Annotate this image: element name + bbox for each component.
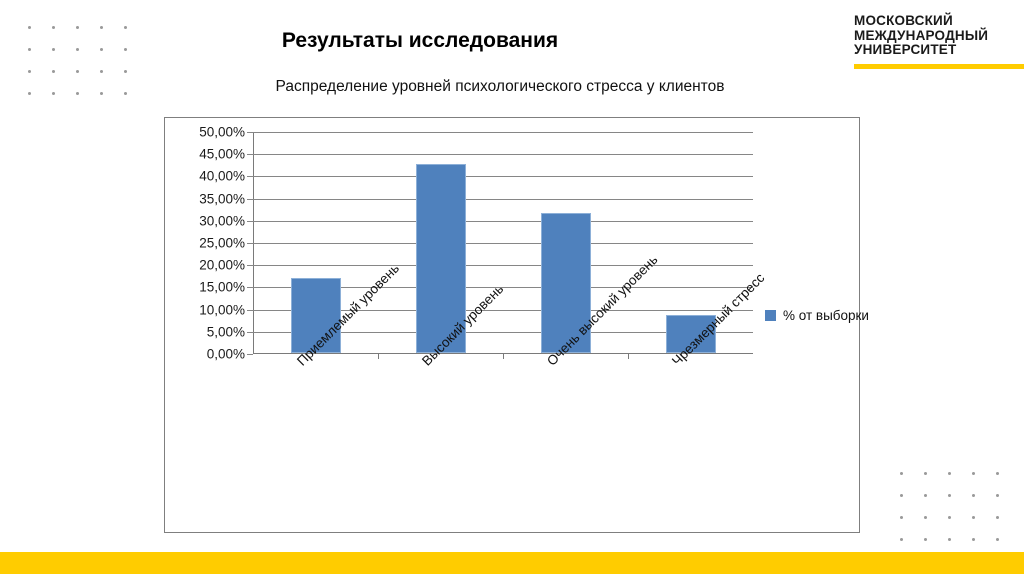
- gridline: [253, 154, 753, 156]
- y-axis-tick-mark: [247, 265, 253, 267]
- decorative-dot: [996, 472, 999, 475]
- decorative-dot: [28, 70, 31, 73]
- y-axis-tick-label: 5,00%: [206, 324, 245, 340]
- logo-line-2: МЕЖДУНАРОДНЫЙ: [854, 27, 989, 43]
- bottom-accent-bar: [0, 552, 1024, 574]
- chart-container: 0,00% 5,00% 10,00% 15,00% 20,00% 25,00% 30,00%…: [164, 117, 869, 533]
- decorative-dot: [900, 494, 903, 497]
- decorative-dot: [996, 538, 999, 541]
- decorative-dot-grid-top-left: [28, 26, 148, 114]
- page-title: Результаты исследования: [281, 29, 559, 52]
- y-axis-tick-label: 0,00%: [206, 346, 245, 362]
- y-axis-tick-label: 45,00%: [199, 146, 245, 162]
- decorative-dot: [996, 516, 999, 519]
- y-axis-tick-mark: [247, 220, 253, 222]
- gridline: [253, 198, 753, 200]
- gridline: [253, 265, 753, 267]
- y-axis-tick-mark: [247, 309, 253, 311]
- university-logo: МОСКОВСКИЙ МЕЖДУНАРОДНЫЙ УНИВЕРСИТЕТ: [854, 13, 1024, 69]
- gridline: [253, 309, 753, 311]
- chart-legend: % от выборки: [765, 308, 869, 323]
- decorative-dot: [100, 92, 103, 95]
- gridline: [253, 220, 753, 222]
- y-axis-tick-mark: [247, 176, 253, 178]
- y-axis-tick-mark: [247, 331, 253, 333]
- decorative-dot: [100, 70, 103, 73]
- y-axis-tick-mark: [247, 198, 253, 200]
- x-axis-line: [253, 353, 753, 354]
- decorative-dot: [948, 516, 951, 519]
- y-axis-tick-mark: [247, 354, 253, 355]
- gridline: [253, 176, 753, 178]
- y-axis-tick-mark: [247, 132, 253, 133]
- legend-label: % от выборки: [783, 308, 869, 323]
- decorative-dot: [124, 92, 127, 95]
- plot-area: [253, 132, 753, 359]
- x-axis-category-tick: [503, 354, 504, 359]
- x-axis-category-tick: [378, 354, 379, 359]
- decorative-dot: [76, 48, 79, 51]
- y-axis-tick-label: 50,00%: [199, 124, 245, 140]
- chart-bar[interactable]: [415, 164, 466, 353]
- decorative-dot: [28, 26, 31, 29]
- y-axis-tick-label: 30,00%: [199, 213, 245, 229]
- decorative-dot: [948, 494, 951, 497]
- decorative-dot: [900, 516, 903, 519]
- y-axis-tick-label: 10,00%: [199, 302, 245, 318]
- y-axis-tick-label: 20,00%: [199, 257, 245, 273]
- logo-accent-rule: [854, 63, 1024, 69]
- decorative-dot: [124, 26, 127, 29]
- y-axis-tick-labels: 0,00% 5,00% 10,00% 15,00% 20,00% 25,00% 30,00%…: [173, 125, 245, 362]
- y-axis-tick-mark: [247, 287, 253, 289]
- decorative-dot: [52, 70, 55, 73]
- decorative-dot: [924, 472, 927, 475]
- y-axis-tick-marks: [247, 132, 253, 355]
- decorative-dot: [100, 26, 103, 29]
- gridline: [253, 132, 753, 133]
- logo-line-3: УНИВЕРСИТЕТ: [854, 42, 957, 57]
- decorative-dot: [900, 538, 903, 541]
- gridline: [253, 287, 753, 289]
- decorative-dot: [28, 48, 31, 51]
- x-axis-category-labels: Приемлемый уровень Высокий уровень Очень в…: [253, 252, 767, 528]
- gridline: [253, 243, 753, 244]
- decorative-dot: [996, 494, 999, 497]
- decorative-dot: [948, 538, 951, 541]
- y-axis-tick-label: 40,00%: [199, 168, 245, 184]
- decorative-dot: [972, 516, 975, 519]
- decorative-dot: [972, 472, 975, 475]
- decorative-dot: [52, 92, 55, 95]
- decorative-dot: [924, 538, 927, 541]
- decorative-dot: [100, 48, 103, 51]
- legend-swatch-icon: [765, 310, 776, 321]
- x-axis-category-tick: [628, 354, 629, 359]
- chart-bar[interactable]: [540, 213, 591, 353]
- decorative-dot: [924, 494, 927, 497]
- decorative-dot: [28, 92, 31, 95]
- decorative-dot: [76, 92, 79, 95]
- decorative-dot: [900, 472, 903, 475]
- y-axis-tick-label: 35,00%: [199, 191, 245, 207]
- decorative-dot: [52, 48, 55, 51]
- chart-bar[interactable]: [290, 277, 341, 353]
- decorative-dot: [76, 70, 79, 73]
- decorative-dot: [972, 538, 975, 541]
- page-subtitle: Распределение уровней психологического с…: [275, 78, 725, 95]
- decorative-dot: [76, 26, 79, 29]
- decorative-dot: [124, 70, 127, 73]
- y-axis-tick-mark: [247, 154, 253, 156]
- decorative-dot: [948, 472, 951, 475]
- decorative-dot: [124, 48, 127, 51]
- decorative-dot: [924, 516, 927, 519]
- chart-bar[interactable]: [665, 315, 716, 353]
- decorative-dot: [972, 494, 975, 497]
- y-axis-tick-mark: [247, 243, 253, 244]
- y-axis-tick-label: 15,00%: [199, 279, 245, 295]
- decorative-dot-grid-bottom-right: [900, 472, 1020, 560]
- gridline: [253, 331, 753, 333]
- logo-line-1: МОСКОВСКИЙ: [854, 13, 953, 28]
- decorative-dot: [52, 26, 55, 29]
- y-axis-tick-label: 25,00%: [199, 235, 245, 251]
